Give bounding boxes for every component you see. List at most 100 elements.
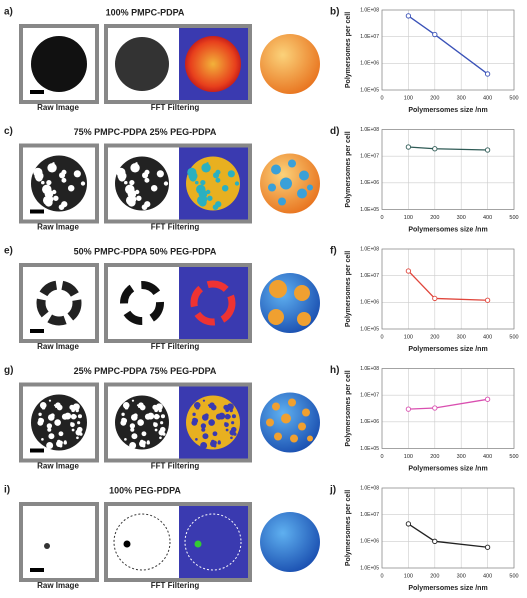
panel-label: i) (4, 485, 10, 496)
sphere-spot (297, 189, 307, 199)
plot-frame (382, 369, 514, 449)
series-line (408, 16, 487, 74)
x-tick-label: 0 (380, 95, 383, 101)
raw-blob (31, 36, 87, 92)
speck (136, 196, 141, 201)
x-tick-label: 400 (483, 95, 492, 101)
y-axis-label: Polymersomes per cell (345, 12, 352, 88)
heat (186, 157, 240, 211)
speck (130, 196, 137, 203)
speck (213, 441, 217, 445)
speck (192, 418, 197, 423)
panel-label: e) (4, 246, 13, 257)
speck (147, 413, 154, 420)
speck (213, 172, 219, 178)
sphere-spot (307, 185, 313, 191)
x-tick-label: 200 (430, 573, 439, 579)
speck (215, 178, 220, 183)
fft-label: FFT Filtering (151, 342, 200, 351)
speck (192, 413, 195, 416)
x-axis-label: Polymersomes size /nm (408, 107, 487, 114)
speck (40, 402, 47, 409)
x-tick-label: 400 (483, 215, 492, 221)
speck (196, 185, 205, 194)
speck (74, 170, 81, 177)
fft-label: FFT Filtering (151, 581, 200, 590)
speck (202, 433, 208, 439)
fft-label: FFT Filtering (151, 103, 200, 112)
speck (155, 429, 158, 432)
y-tick-label: 1.0E+08 (360, 485, 379, 491)
x-tick-label: 300 (457, 334, 466, 340)
speck (160, 421, 163, 424)
x-tick-label: 500 (509, 95, 518, 101)
speck (195, 438, 198, 441)
speck (159, 429, 165, 435)
speck (203, 400, 205, 402)
speck (130, 423, 135, 428)
fft-label: FFT Filtering (151, 462, 200, 471)
fft-blob (115, 37, 169, 91)
dot (44, 543, 50, 549)
speck (131, 414, 138, 421)
data-point (433, 147, 437, 151)
fft-label: FFT Filtering (151, 223, 200, 232)
speck (200, 180, 205, 185)
x-axis-label: Polymersomes size /nm (408, 346, 487, 353)
sphere-spot (297, 312, 311, 326)
series-line (408, 147, 487, 150)
speck (41, 438, 44, 441)
x-tick-label: 0 (380, 334, 383, 340)
row-title: 25% PMPC-PDPA 75% PEG-PDPA (74, 366, 217, 376)
speck (125, 185, 134, 194)
row-title: 50% PMPC-PDPA 50% PEG-PDPA (74, 246, 217, 256)
y-tick-label: 1.0E+08 (360, 127, 379, 133)
panel-label: b) (330, 7, 339, 18)
speck (218, 441, 221, 444)
series-line (408, 271, 487, 300)
panel-label: j) (329, 485, 336, 496)
speck (46, 442, 53, 449)
series-line (408, 399, 487, 409)
x-axis-label: Polymersomes size /nm (408, 465, 487, 472)
speck (77, 421, 80, 424)
data-point (433, 296, 437, 300)
y-tick-label: 1.0E+05 (360, 565, 379, 571)
x-tick-label: 300 (457, 95, 466, 101)
speck (144, 178, 149, 183)
speck (117, 171, 126, 180)
sphere-spot (288, 399, 296, 407)
speck (213, 431, 218, 436)
y-tick-label: 1.0E+05 (360, 326, 379, 332)
fft-blob (115, 157, 169, 211)
y-tick-label: 1.0E+07 (360, 153, 379, 159)
y-tick-label: 1.0E+05 (360, 87, 379, 93)
data-point (485, 148, 489, 152)
y-tick-label: 1.0E+08 (360, 366, 379, 372)
speck (142, 204, 148, 210)
x-tick-label: 300 (457, 215, 466, 221)
y-axis-label: Polymersomes per cell (345, 131, 352, 207)
speck (123, 402, 130, 409)
sphere (260, 34, 320, 94)
panel-label: d) (330, 126, 339, 137)
speck (211, 405, 217, 411)
data-point (485, 397, 489, 401)
data-point (406, 14, 410, 18)
row-title: 100% PMPC-PDPA (106, 7, 185, 17)
sphere (260, 512, 320, 572)
speck (74, 415, 77, 418)
scale-bar (30, 90, 44, 94)
speck (228, 170, 235, 177)
speck (135, 190, 139, 194)
speck (230, 429, 236, 435)
speck (200, 442, 207, 449)
sphere-spot (288, 160, 296, 168)
data-point (406, 522, 410, 526)
raw-label: Raw Image (37, 223, 79, 232)
sphere-spot (294, 285, 310, 301)
y-tick-label: 1.0E+07 (360, 273, 379, 279)
raw-label: Raw Image (37, 103, 79, 112)
speck (222, 185, 228, 191)
scale-bar (30, 449, 44, 453)
